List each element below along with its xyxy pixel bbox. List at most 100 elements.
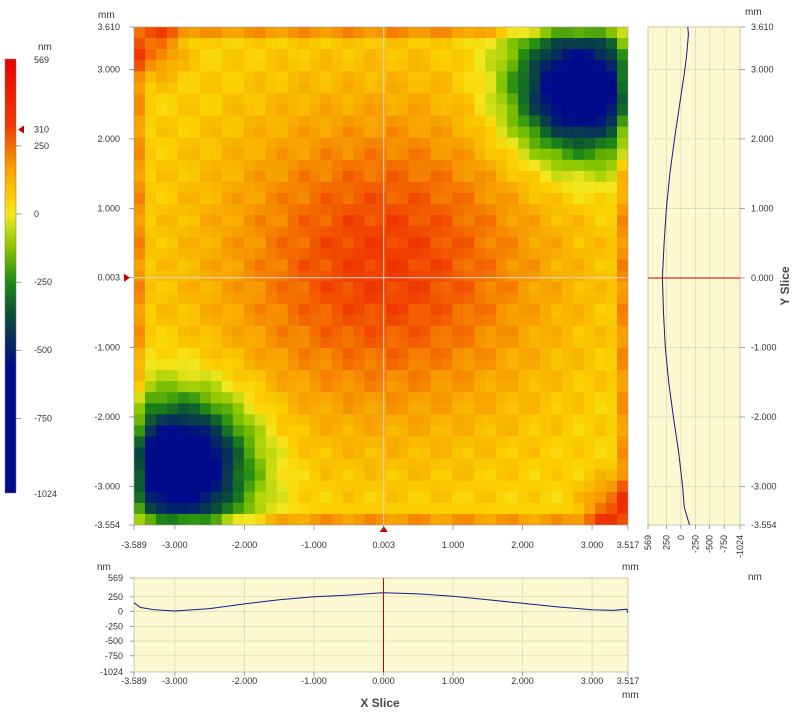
heatmap-cell	[166, 104, 179, 117]
colorbar-marker-icon[interactable]	[18, 125, 24, 134]
heatmap-cell	[309, 359, 322, 371]
heatmap-cell	[331, 281, 344, 294]
heatmap-cell	[375, 270, 388, 283]
heatmap-cell	[298, 436, 311, 449]
heatmap-cell	[408, 237, 421, 249]
heatmap-cell	[188, 414, 201, 426]
heatmap-cell	[309, 248, 322, 260]
heatmap-cell	[617, 49, 628, 61]
heatmap-cell	[243, 193, 256, 205]
heatmap-cell	[529, 126, 541, 139]
heatmap-cell	[408, 215, 421, 227]
heatmap-cell	[485, 414, 497, 426]
heatmap-cell	[342, 27, 355, 39]
heatmap-cell	[529, 281, 541, 294]
heatmap-cell	[441, 491, 453, 504]
heatmap-cell	[540, 237, 552, 249]
heatmap-cell	[573, 403, 585, 415]
surface-map[interactable]: mm -3.589 -3.000 -2.000 -1.000 0.003 1.000 2.0…	[94, 10, 639, 550]
heatmap-cell	[595, 181, 607, 194]
heatmap-cell	[617, 491, 628, 504]
heatmap-cell	[177, 347, 190, 360]
heatmap-cell	[474, 370, 486, 382]
heatmap-cell	[287, 458, 300, 471]
heatmap-cell	[298, 115, 311, 128]
heatmap-cell	[287, 126, 300, 139]
heatmap-cell	[221, 314, 234, 327]
heatmap-cell	[452, 436, 464, 449]
heatmap-cell	[584, 193, 596, 205]
heatmap-cell	[463, 513, 475, 525]
heatmap-cell	[134, 170, 146, 183]
heatmap-cell	[496, 513, 508, 525]
heatmap-cell	[276, 204, 289, 216]
heatmap-cell	[430, 436, 442, 449]
heatmap-cell	[485, 115, 497, 128]
heatmap-cell	[518, 270, 530, 283]
heatmap-cell	[342, 491, 355, 504]
heatmap-cell	[606, 115, 618, 128]
cursor-y-marker-icon[interactable]	[124, 273, 130, 282]
heatmap-cell	[562, 38, 574, 50]
heatmap-cell	[364, 248, 377, 260]
heatmap-cell	[134, 314, 146, 327]
heatmap-cell	[518, 115, 530, 128]
heatmap-cell	[452, 193, 464, 205]
heatmap-cell	[463, 336, 475, 349]
heatmap-cell	[309, 82, 322, 94]
heatmap-cell	[199, 215, 212, 227]
y-slice-x-ticks: 569 250 0 -250 -500 -750 -1024	[643, 525, 745, 558]
map-y-tick-label: -3.554	[94, 520, 120, 530]
heatmap-cell	[331, 303, 344, 316]
heatmap-cell	[573, 237, 585, 249]
map-y-tick-label: 2.000	[97, 134, 120, 144]
heatmap-cell	[540, 215, 552, 227]
heatmap-cell	[364, 325, 377, 338]
heatmap-cell	[551, 193, 563, 205]
heatmap-cell	[210, 314, 223, 327]
heatmap-cell	[134, 49, 146, 61]
heatmap-cell	[144, 502, 157, 515]
heatmap-cell	[386, 259, 399, 272]
heatmap-cell	[408, 248, 421, 260]
heatmap-cell	[397, 425, 410, 438]
heatmap-cell	[364, 425, 377, 438]
heatmap-cell	[232, 336, 245, 349]
heatmap-cell	[188, 469, 201, 482]
heatmap-cell	[144, 414, 157, 426]
heatmap-cell	[485, 49, 497, 61]
heatmap-cell	[210, 403, 223, 415]
y-slice-panel[interactable]: mm 3.6103.0002.0001.0000.000-1.000-2.000…	[643, 7, 792, 583]
heatmap-cell	[342, 447, 355, 460]
heatmap-cell	[155, 60, 168, 72]
heatmap-cell	[375, 325, 388, 338]
heatmap-cell	[573, 347, 585, 360]
heatmap-cell	[134, 237, 146, 249]
heatmap-cell	[210, 303, 223, 316]
heatmap-cell	[210, 469, 223, 482]
heatmap-cell	[166, 392, 179, 404]
heatmap-cell	[331, 204, 344, 216]
heatmap-cell	[540, 292, 552, 305]
heatmap-cell	[353, 38, 366, 50]
heatmap-cell	[408, 314, 421, 327]
heatmap-cell	[331, 480, 344, 493]
heatmap-cell	[507, 491, 519, 504]
heatmap-cell	[507, 215, 519, 227]
heatmap-cell	[166, 237, 179, 249]
heatmap-cell	[386, 425, 399, 438]
heatmap-cell	[485, 193, 497, 205]
heatmap-cell	[518, 292, 530, 305]
y-slice-y-tick-label: 3.610	[751, 22, 774, 32]
heatmap-cell	[606, 513, 618, 525]
heatmap-cell	[144, 38, 157, 50]
heatmap-cell	[507, 137, 519, 150]
heatmap-cell	[298, 281, 311, 294]
heatmap-cell	[364, 170, 377, 183]
heatmap-cell	[551, 325, 563, 338]
heatmap-cell	[155, 292, 168, 305]
heatmap-cell	[540, 502, 552, 515]
heatmap-cell	[188, 491, 201, 504]
heatmap-cell	[364, 513, 377, 525]
